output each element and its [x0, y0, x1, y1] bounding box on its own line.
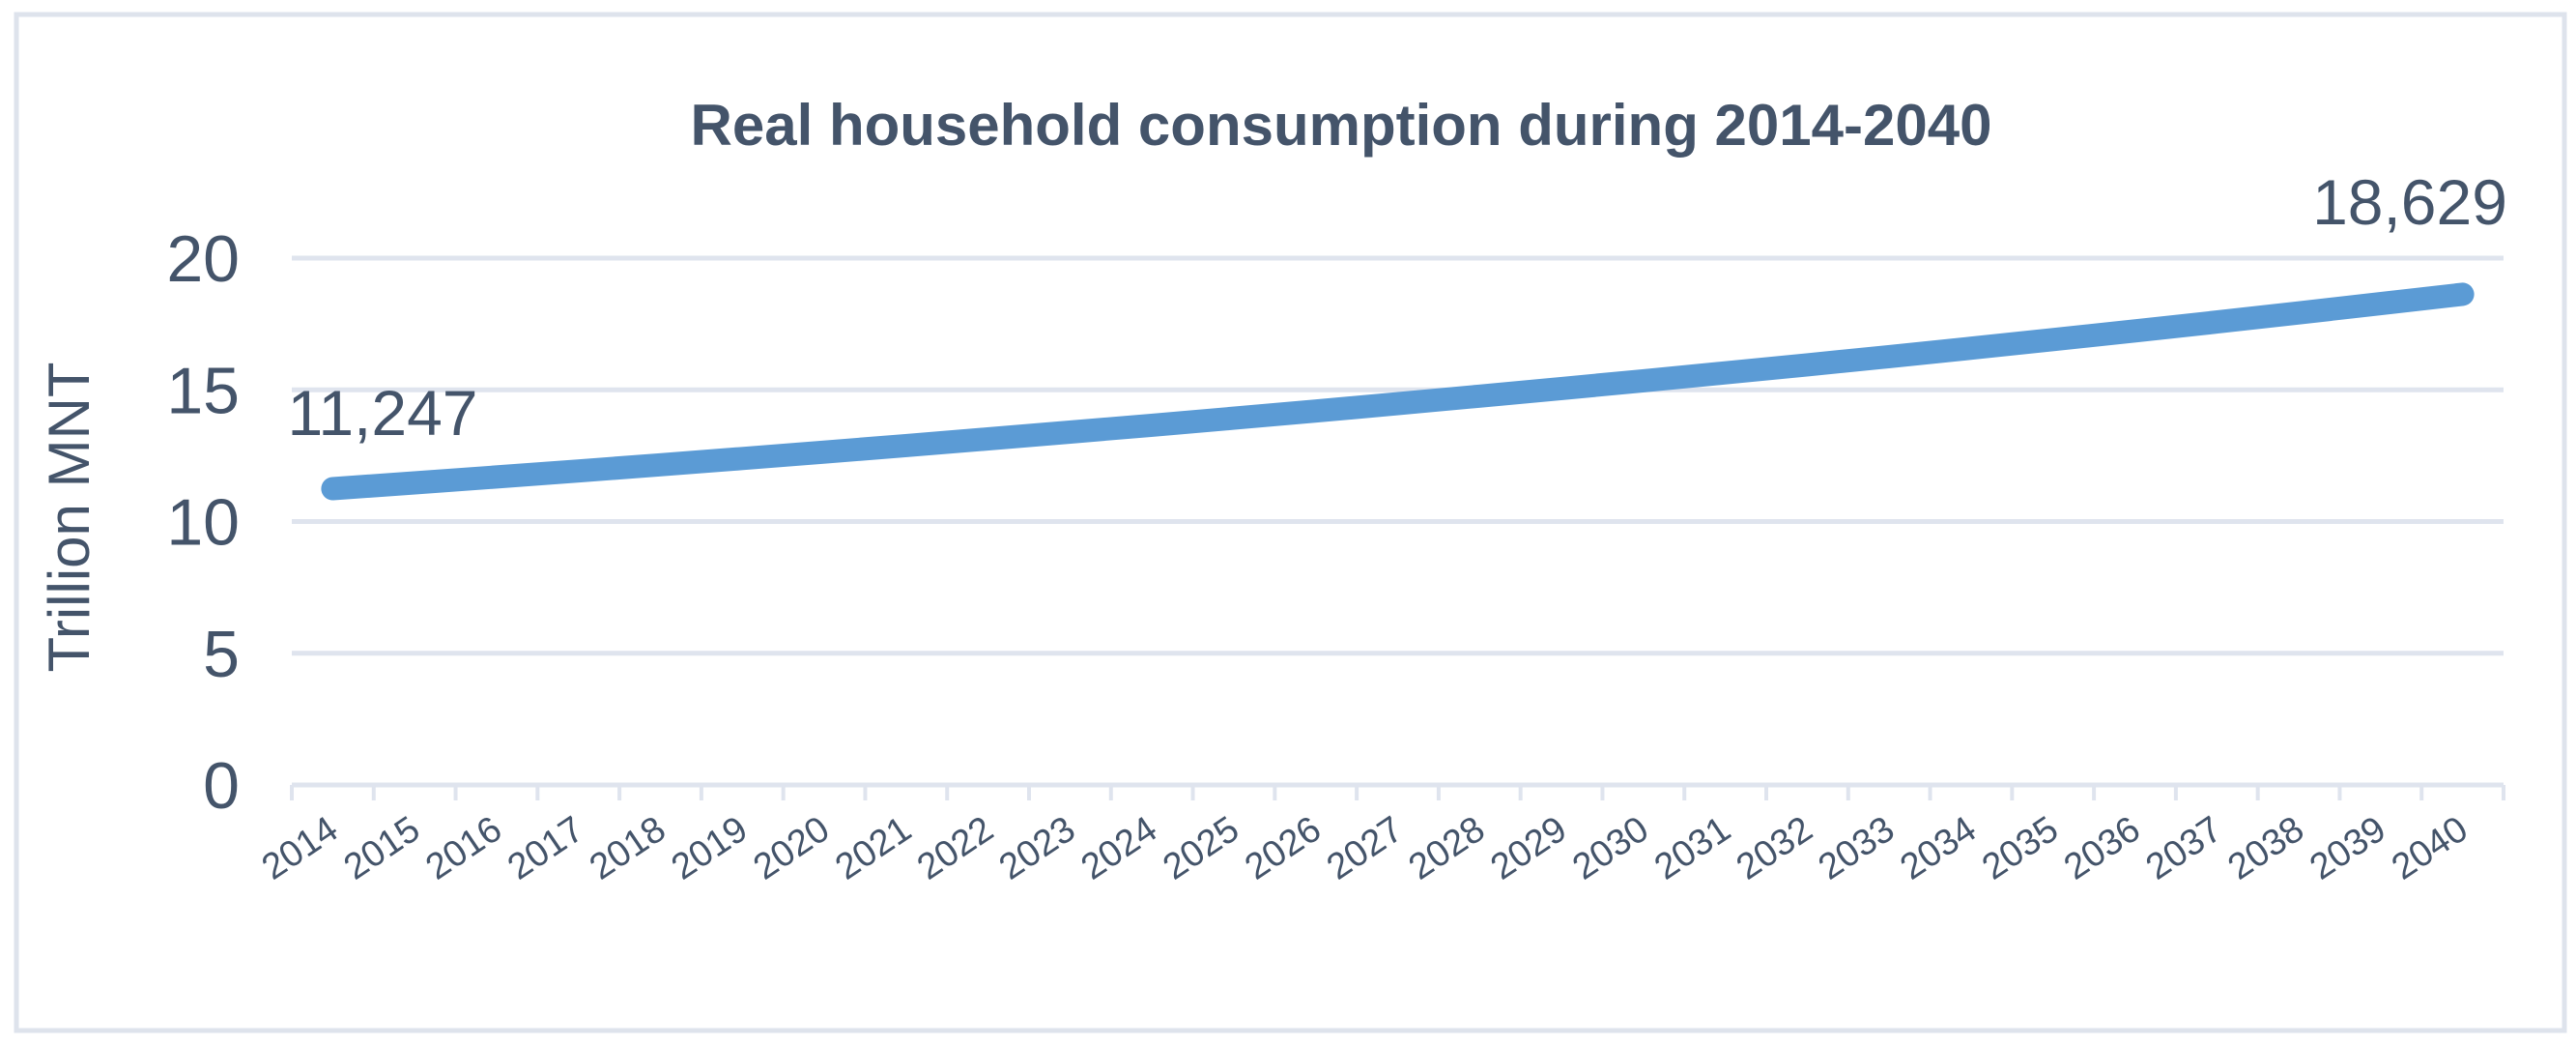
x-axis-tick-label: 2032 — [1730, 809, 1820, 888]
x-axis-tick-label: 2016 — [418, 809, 509, 888]
y-axis-tick-label: 5 — [203, 618, 240, 691]
x-axis-tick-label: 2035 — [1975, 809, 2066, 888]
x-axis-tick-label: 2037 — [2139, 809, 2230, 888]
y-axis-tick-label: 0 — [203, 749, 240, 823]
x-axis-tick-label: 2029 — [1484, 809, 1575, 888]
x-axis-tick-label: 2025 — [1156, 809, 1246, 888]
x-axis-tick-label: 2020 — [747, 809, 838, 888]
y-axis-tick-label: 10 — [166, 486, 240, 560]
x-axis-tick-label: 2028 — [1402, 809, 1493, 888]
x-axis-tick-label: 2034 — [1893, 809, 1984, 888]
y-axis-tick-label: 20 — [166, 222, 240, 296]
x-axis-tick-label: 2038 — [2221, 809, 2312, 888]
x-axis-tick-label: 2021 — [828, 809, 919, 888]
x-axis-tick-label: 2039 — [2303, 809, 2393, 888]
x-axis-tick-label: 2017 — [501, 809, 591, 888]
x-axis-tick-label: 2033 — [1812, 809, 1903, 888]
y-axis-tick-labels: 0 5 10 15 20 — [166, 222, 240, 823]
y-axis-title: Trillion MNT — [37, 362, 101, 672]
x-axis-tick-label: 2027 — [1320, 809, 1411, 888]
x-axis-ticks — [290, 785, 2505, 800]
x-axis-tick-label: 2014 — [255, 809, 346, 888]
x-axis-tick-label: 2036 — [2057, 809, 2148, 888]
x-axis-tick-label: 2018 — [583, 809, 673, 888]
consumption-line-series — [321, 282, 2475, 501]
y-axis-tick-label: 15 — [166, 354, 240, 427]
x-axis-tick-label: 2030 — [1565, 809, 1656, 888]
x-axis-tick-label: 2026 — [1238, 809, 1329, 888]
data-label-2014: 11,247 — [288, 377, 478, 449]
data-label-2040: 18,629 — [2312, 166, 2507, 238]
x-axis-tick-label: 2022 — [910, 809, 1001, 888]
x-axis-tick-label: 2023 — [992, 809, 1083, 888]
x-axis-tick-label: 2024 — [1074, 809, 1165, 888]
x-axis-tick-label: 2019 — [665, 809, 756, 888]
x-axis-tick-label: 2031 — [1647, 809, 1738, 888]
x-axis-tick-label: 2040 — [2385, 809, 2476, 888]
x-axis-tick-label: 2015 — [337, 809, 428, 888]
chart-frame-border — [14, 12, 2567, 1033]
chart-title: Real household consumption during 2014-2… — [691, 93, 1992, 158]
x-axis-tick-labels: 2014201520162017201820192020202120222023… — [255, 809, 2476, 888]
gridlines — [292, 255, 2504, 788]
